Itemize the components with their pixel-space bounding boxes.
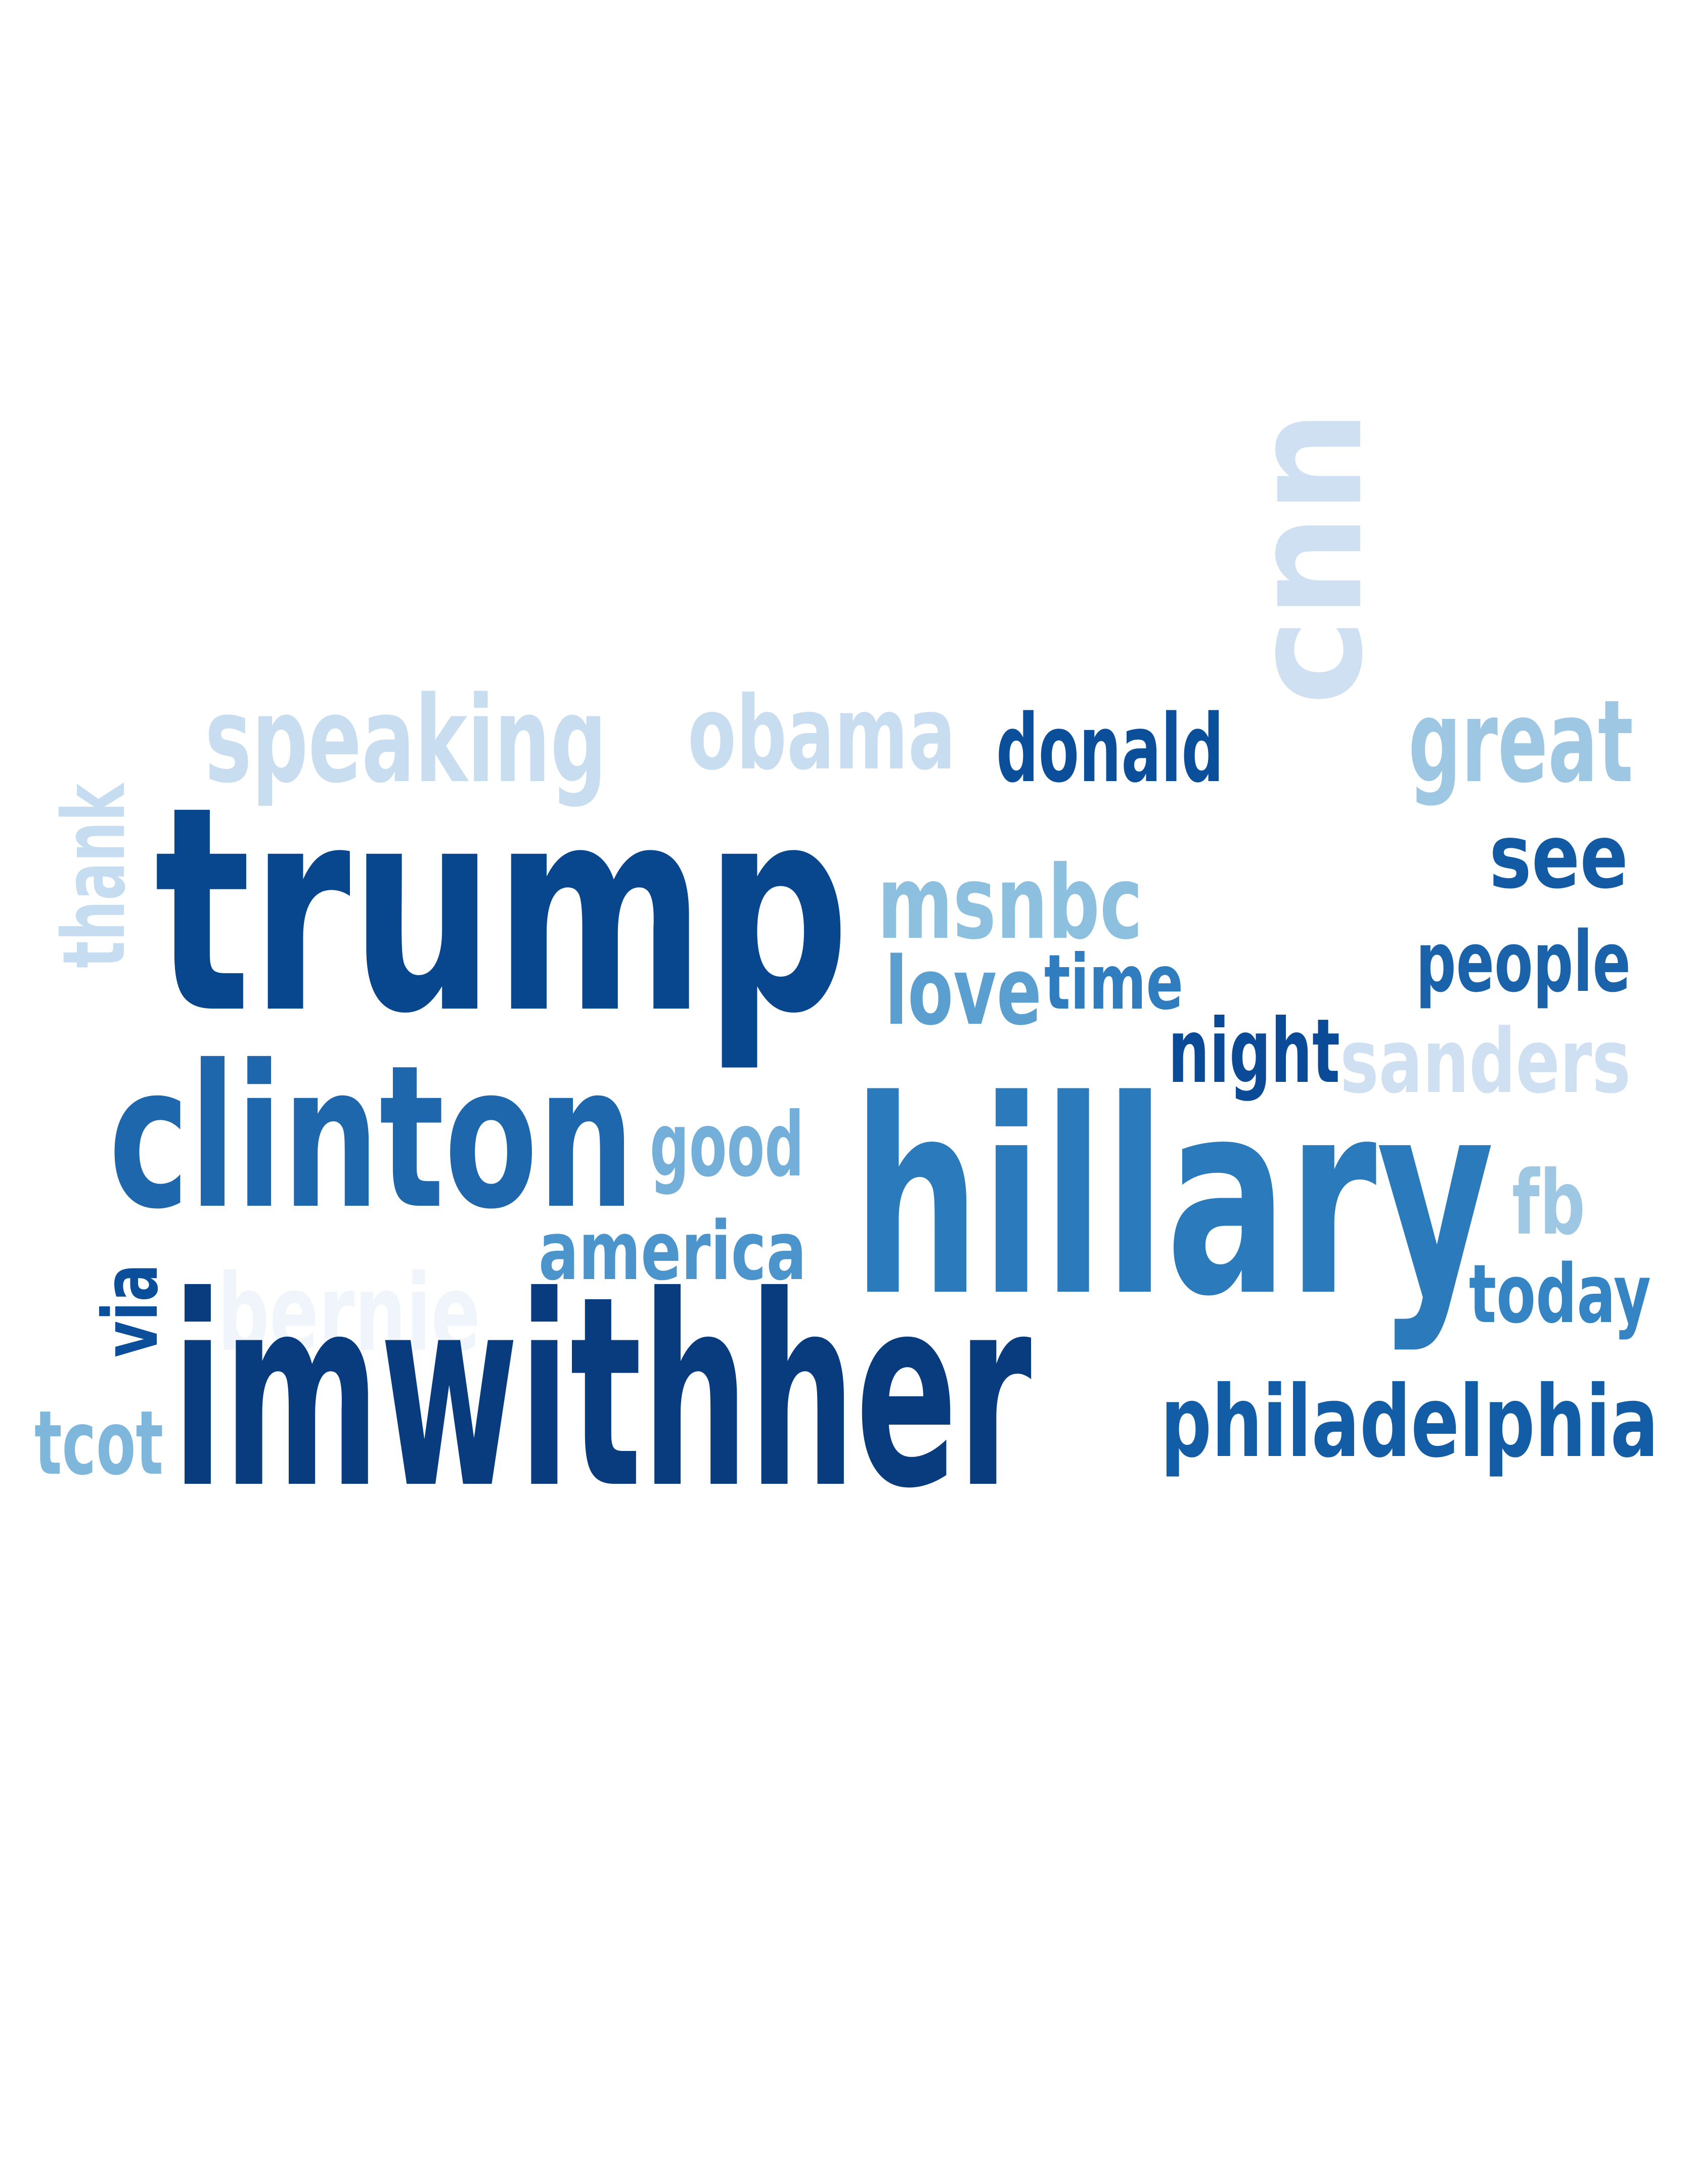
word-sanders: sanders: [1340, 1011, 1631, 1113]
word-donald: donald: [996, 694, 1224, 803]
word-cnn: cnn: [1220, 410, 1396, 705]
word-philadelphia: philadelphia: [1160, 1364, 1659, 1479]
word-imwithher: imwithher: [172, 1240, 1033, 1546]
word-tcot: tcot: [34, 1392, 163, 1495]
word-thank: thank: [44, 783, 145, 968]
word-msnbc: msnbc: [877, 844, 1143, 962]
word-obama: obama: [688, 675, 956, 793]
word-time: time: [1044, 939, 1183, 1027]
word-people: people: [1416, 914, 1631, 1011]
word-night: night: [1168, 1000, 1340, 1103]
word-fb: fb: [1512, 1152, 1585, 1255]
word-via: via: [87, 1264, 175, 1357]
word-great: great: [1408, 676, 1633, 808]
word-see: see: [1489, 806, 1628, 908]
word-love: love: [885, 937, 1042, 1046]
word-america: america: [539, 1204, 807, 1298]
word-bernie: bernie: [217, 1251, 480, 1375]
word-today: today: [1469, 1247, 1651, 1341]
word-good: good: [650, 1094, 804, 1197]
word-clinton: clinton: [109, 1023, 635, 1252]
word-speaking: speaking: [205, 671, 607, 809]
word-trump: trump: [154, 746, 850, 1076]
word-hillary: hillary: [852, 1043, 1494, 1355]
